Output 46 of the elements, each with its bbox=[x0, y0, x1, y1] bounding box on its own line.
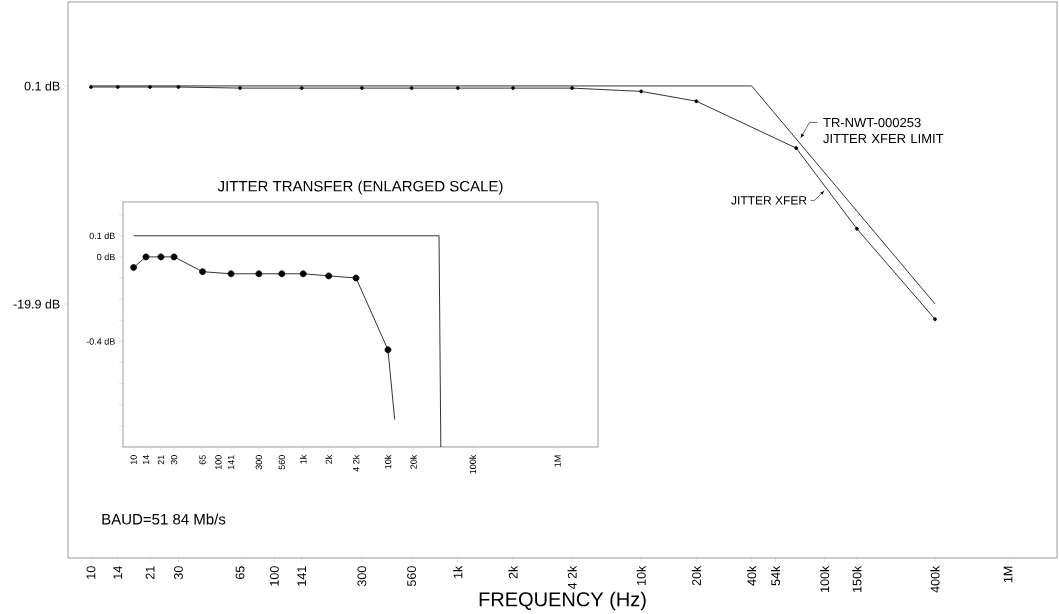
x-tick-label: 100 bbox=[215, 455, 222, 470]
x-tick-label: 20k bbox=[410, 454, 417, 469]
legend-label: TR-NWT-000253 JITTER XFER LIMIT bbox=[823, 117, 944, 144]
x-tick-label: 100 bbox=[269, 566, 279, 586]
x-tick-label: 400k bbox=[930, 565, 940, 593]
x-tick-label: 21 bbox=[145, 566, 155, 580]
x-tick-label: 21 bbox=[157, 455, 165, 465]
y-tick-label: -0.4 dB bbox=[86, 338, 115, 345]
y-tick-label: 0.1 dB bbox=[24, 81, 60, 91]
x-tick-label: 2k bbox=[508, 565, 518, 579]
y-tick-label: 0.1 dB bbox=[89, 232, 115, 240]
x-tick-label: 65 bbox=[235, 566, 245, 580]
x-tick-label: 20k bbox=[691, 565, 701, 586]
annotation: BAUD=51 84 Mb/s bbox=[102, 513, 226, 525]
x-tick-label: 100k bbox=[820, 565, 830, 592]
x-tick-label: 560 bbox=[278, 455, 286, 470]
x-tick-label: 1k bbox=[299, 454, 307, 464]
series-label: JITTER XFER bbox=[731, 196, 807, 205]
x-tick-label: 10 bbox=[86, 566, 96, 579]
x-tick-label: 141 bbox=[227, 455, 235, 470]
x-tick-label: 10k bbox=[636, 565, 646, 585]
y-tick-label: 0 dB bbox=[97, 253, 115, 261]
x-tick-label: 4 2k bbox=[352, 454, 360, 472]
x-tick-label: 65 bbox=[199, 455, 206, 465]
x-tick-label: 1M bbox=[1003, 566, 1013, 583]
chart-title: JITTER TRANSFER (ENLARGED SCALE) bbox=[217, 180, 503, 195]
x-tick-label: 1M bbox=[554, 455, 561, 467]
y-tick-label: -19.9 dB bbox=[13, 299, 60, 309]
x-tick-label: 150k bbox=[852, 565, 862, 592]
x-tick-label: 141 bbox=[297, 566, 307, 586]
x-tick-label: 4 2k bbox=[567, 565, 577, 590]
x-tick-label: 54k bbox=[770, 565, 781, 586]
x-tick-label: 10 bbox=[130, 455, 137, 465]
x-tick-label: 1k bbox=[453, 565, 463, 579]
x-axis-title: FREQUENCY (Hz) bbox=[479, 591, 646, 611]
x-tick-label: 14 bbox=[142, 455, 150, 465]
x-tick-label: 30 bbox=[174, 566, 183, 580]
x-tick-label: 300 bbox=[357, 566, 367, 587]
x-tick-label: 2k bbox=[325, 454, 332, 464]
x-tick-label: 30 bbox=[170, 455, 178, 465]
x-tick-label: 14 bbox=[113, 566, 123, 579]
x-tick-label: 100k bbox=[469, 454, 477, 474]
x-tick-label: 560 bbox=[407, 566, 417, 587]
x-tick-label: 40k bbox=[747, 565, 757, 586]
x-tick-label: 300 bbox=[255, 455, 263, 470]
x-tick-label: 10k bbox=[384, 454, 392, 469]
